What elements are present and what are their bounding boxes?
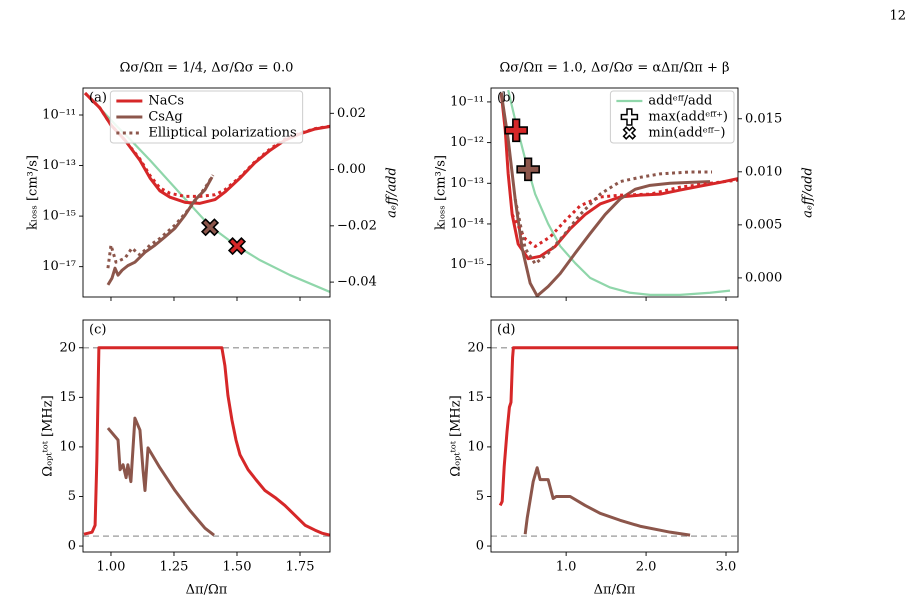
y-tick-label: 0 bbox=[476, 539, 484, 554]
y-axis-label: Ωₒₚₜᵗᵒᵗ [MHz] bbox=[41, 395, 56, 476]
y-tick-label: 20 bbox=[59, 340, 76, 355]
y2-tick-label: 0.010 bbox=[745, 164, 782, 179]
series-line bbox=[513, 170, 713, 266]
series-line bbox=[499, 92, 711, 297]
y-tick-label: 0 bbox=[68, 539, 76, 554]
y2-tick-label: −0.04 bbox=[337, 275, 377, 290]
axes-frame bbox=[82, 319, 331, 553]
y2-tick-label: 0.02 bbox=[337, 106, 366, 121]
legend-label: max(addᵉᶠᶠ⁺) bbox=[648, 110, 728, 125]
series-line bbox=[523, 466, 691, 537]
axes-frame bbox=[490, 87, 739, 298]
plot-area bbox=[498, 346, 738, 537]
legend-label: NaCs bbox=[148, 94, 184, 109]
x-tick-label: 3.0 bbox=[716, 560, 737, 575]
legend-label: CsAg bbox=[148, 110, 182, 125]
x-axis-label: Δπ/Ωπ bbox=[594, 583, 636, 598]
plot-area bbox=[83, 346, 330, 537]
marker bbox=[516, 157, 540, 182]
x-tick-label: 1.0 bbox=[556, 560, 577, 575]
y-tick-label: 5 bbox=[68, 489, 76, 504]
x-tick-label: 1.50 bbox=[223, 560, 252, 575]
series-line bbox=[106, 174, 215, 269]
y-tick-label: 10⁻¹³ bbox=[42, 158, 76, 173]
marker bbox=[504, 118, 528, 143]
legend-box bbox=[609, 90, 735, 144]
x-tick-label: 1.00 bbox=[96, 560, 125, 575]
y-tick-label: 15 bbox=[467, 390, 484, 405]
panel-title: Ωσ/Ωπ = 1/4, Δσ/Ωσ = 0.0 bbox=[120, 61, 294, 76]
y2-axis-label: aₑff/add bbox=[801, 167, 816, 218]
y-tick-label: 10⁻¹³ bbox=[450, 176, 484, 191]
y-axis-label: kₗₒₛₛ [cm³/s] bbox=[434, 155, 449, 230]
series-line bbox=[106, 176, 214, 286]
panel-title: Ωσ/Ωπ = 1.0, Δσ/Ωσ = αΔπ/Ωπ + β bbox=[500, 61, 730, 76]
legend-box bbox=[109, 90, 304, 144]
marker bbox=[227, 237, 247, 256]
y-tick-label: 15 bbox=[59, 390, 76, 405]
y2-tick-label: 0.000 bbox=[745, 270, 782, 285]
legend-label: min(addᵉᶠᶠ⁻) bbox=[648, 126, 725, 141]
panel-label: (a) bbox=[89, 91, 107, 106]
panel-label: (c) bbox=[89, 323, 106, 338]
x-axis-label: Δπ/Ωπ bbox=[186, 583, 228, 598]
y2-axis-label: aₑff/add bbox=[385, 167, 400, 218]
legend-label: addᵉᶠᶠ/add bbox=[648, 94, 712, 109]
y-tick-label: 10⁻¹⁴ bbox=[450, 216, 484, 231]
x-tick-label: 1.25 bbox=[160, 560, 189, 575]
y-tick-label: 10⁻¹⁵ bbox=[450, 257, 484, 272]
y-tick-label: 10⁻¹² bbox=[450, 135, 484, 150]
x-tick-label: 1.75 bbox=[286, 560, 315, 575]
y2-tick-label: 0.015 bbox=[745, 111, 782, 126]
series-line bbox=[498, 346, 738, 507]
series-line bbox=[499, 92, 738, 261]
series-line bbox=[83, 346, 330, 537]
y-tick-label: 5 bbox=[476, 489, 484, 504]
x-tick-label: 2.0 bbox=[636, 560, 657, 575]
y-tick-label: 10⁻¹¹ bbox=[42, 107, 76, 122]
y-tick-label: 10 bbox=[59, 439, 76, 454]
axes-frame bbox=[82, 87, 331, 298]
y2-tick-label: 0.00 bbox=[337, 162, 366, 177]
marker bbox=[200, 218, 220, 237]
y-tick-label: 10⁻¹⁵ bbox=[42, 209, 76, 224]
y-tick-label: 10⁻¹¹ bbox=[450, 94, 484, 109]
series-line bbox=[106, 416, 215, 537]
panel-label: (b) bbox=[497, 91, 515, 106]
legend-swatch bbox=[620, 108, 639, 126]
legend-swatch bbox=[622, 126, 637, 140]
y-axis-label: Ωₒₚₜᵗᵒᵗ [MHz] bbox=[449, 395, 464, 476]
y-axis-label: kₗₒₛₛ [cm³/s] bbox=[26, 155, 41, 230]
page-number: 12 bbox=[889, 9, 906, 24]
y2-tick-label: −0.02 bbox=[337, 218, 377, 233]
legend-label: Elliptical polarizations bbox=[148, 126, 296, 141]
y-tick-label: 10⁻¹⁷ bbox=[42, 259, 76, 274]
y-tick-label: 20 bbox=[467, 340, 484, 355]
y-tick-label: 10 bbox=[467, 439, 484, 454]
axes-frame bbox=[490, 319, 739, 553]
y2-tick-label: 0.005 bbox=[745, 217, 782, 232]
series-line bbox=[510, 178, 738, 248]
panel-label: (d) bbox=[497, 323, 515, 338]
